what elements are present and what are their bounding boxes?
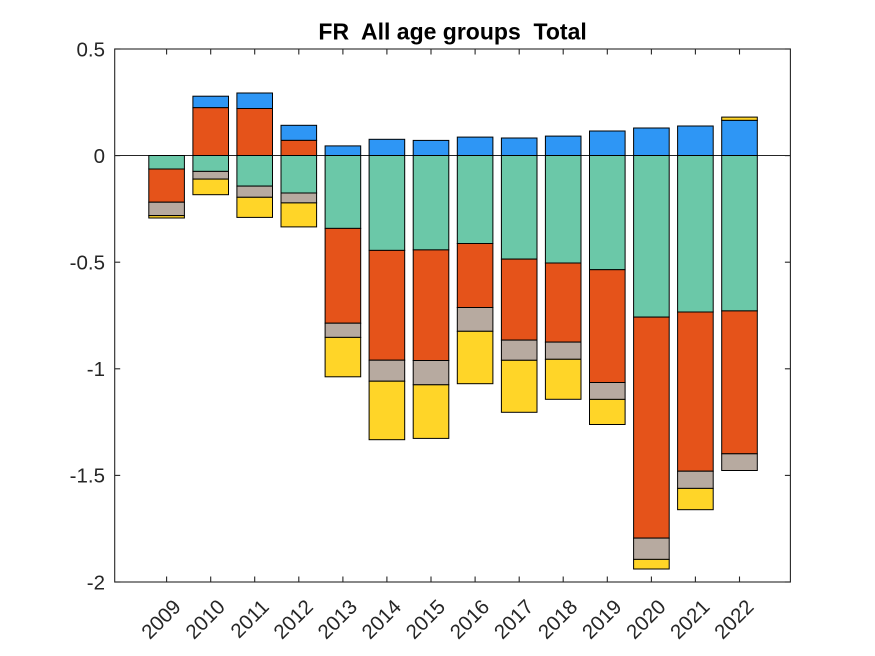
svg-text:-0.5: -0.5 <box>70 252 105 275</box>
svg-text:-2: -2 <box>87 571 105 594</box>
svg-text:-1.5: -1.5 <box>70 465 105 488</box>
svg-text:FR All age groups Total: FR All age groups Total <box>318 19 586 45</box>
svg-text:0: 0 <box>94 145 105 168</box>
svg-text:-1: -1 <box>87 358 105 381</box>
svg-text:0.5: 0.5 <box>77 38 106 61</box>
